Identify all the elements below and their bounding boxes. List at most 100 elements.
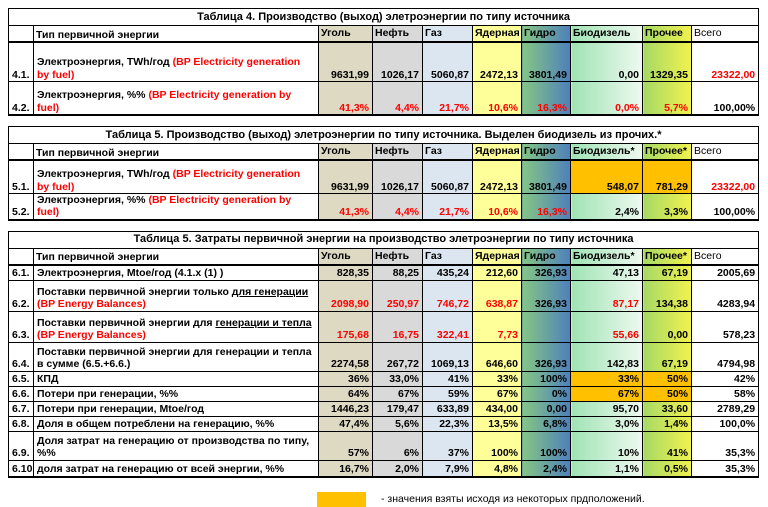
cell-4.1-total: 23322,00: [690, 41, 760, 82]
cell-6.9-total: 35,3%: [690, 430, 760, 461]
column-header-coal: Уголь: [318, 143, 373, 161]
row-label: Поставки первичной энергии для генерации…: [33, 310, 319, 343]
assumptions-legend: - значения взяты исходя из некоторых прд…: [317, 491, 758, 507]
row-label-segment: КПД: [37, 373, 59, 386]
cell-6.1-hydro: 326,93: [521, 264, 571, 281]
cell-4.2-hydro: 16,3%: [521, 81, 571, 116]
column-header-gas: Газ: [422, 143, 473, 161]
row-label-segment: Доля в общем потреблени на генерацию, %%: [37, 418, 275, 431]
row-label-segment: Электроэнергия, %%: [37, 89, 149, 102]
row-label-segment: генерации и тепла: [215, 317, 312, 329]
cell-4.1-nuclear: 2472,13: [472, 41, 522, 82]
table-5-primary-energy-costs: Таблица 5. Затраты первичной энергии на …: [7, 230, 760, 478]
cell-5.1-oil: 1026,17: [372, 159, 423, 194]
cell-5.1-coal: 9631,99: [318, 159, 373, 194]
cell-6.3-total: 578,23: [690, 310, 760, 343]
cell-5.2-other: 3,3%: [642, 192, 692, 221]
row-label-segment: доля затрат на генерацию от всей энергии…: [37, 463, 285, 476]
row-label: доля затрат на генерацию от всей энергии…: [33, 459, 319, 478]
column-header-oil: Нефть: [372, 143, 423, 161]
cell-6.6-nuclear: 67%: [472, 385, 522, 402]
type-header: Тип первичной энергии: [33, 143, 319, 161]
column-header-total: Всего: [690, 25, 760, 43]
cell-6.3-oil: 16,75: [372, 310, 423, 343]
cell-6.2-total: 4283,94: [690, 279, 760, 312]
column-header-hydro: Гидро: [521, 247, 571, 266]
cell-5.2-nuclear: 10,6%: [472, 192, 522, 221]
column-header-biodiesel: Биодизель: [570, 25, 643, 43]
row-label-segment: Доля затрат на генерацию от производства…: [37, 435, 310, 460]
cell-6.5-other: 50%: [642, 370, 692, 387]
cell-5.1-total: 23322,00: [690, 159, 760, 194]
row-label-segment: (BP Electricity generation by fuel): [37, 56, 301, 81]
row-label: КПД: [33, 370, 319, 387]
cell-6.4-total: 4794,98: [690, 341, 760, 372]
cell-6.1-nuclear: 212,60: [472, 264, 522, 281]
cell-6.2-nuclear: 638,87: [472, 279, 522, 312]
cell-6.3-coal: 175,68: [318, 310, 373, 343]
column-header-coal: Уголь: [318, 247, 373, 266]
row-label-segment: (BP Energy Balances): [37, 329, 146, 342]
cell-4.2-oil: 4,4%: [372, 81, 423, 116]
row-label-segment: Потери при генерации, %%: [37, 388, 179, 401]
cell-6.2-other: 134,38: [642, 279, 692, 312]
cell-6.5-oil: 33,0%: [372, 370, 423, 387]
cell-6.10-nuclear: 4,8%: [472, 459, 522, 478]
cell-5.1-hydro: 3801,49: [521, 159, 571, 194]
column-header-total: Всего: [690, 247, 760, 266]
row-number: 5.1.: [8, 159, 34, 194]
row-number: 6.6.: [8, 385, 34, 402]
table-5-generation-biodiesel-split: Таблица 5. Производство (выход) элетроэн…: [7, 126, 760, 221]
column-header-other: Прочее*: [642, 143, 692, 161]
cell-6.5-hydro: 100%: [521, 370, 571, 387]
cell-6.9-gas: 37%: [422, 430, 473, 461]
cell-6.7-gas: 633,89: [422, 400, 473, 417]
row-number: 6.8.: [8, 415, 34, 432]
row-label-segment: Электроэнергия, TWh/год: [37, 56, 173, 69]
column-header-oil: Нефть: [372, 247, 423, 266]
row-number: 6.10.: [8, 459, 34, 478]
row-label: Электроэнергия, TWh/год (BP Electricity …: [33, 41, 319, 82]
cell-6.10-other: 0,5%: [642, 459, 692, 478]
row-label: Поставки первичной энергии для генерации…: [33, 341, 319, 372]
cell-4.2-other: 5,7%: [642, 81, 692, 116]
cell-6.7-nuclear: 434,00: [472, 400, 522, 417]
row-label-segment: (BP Electricity generation by fuel): [37, 89, 292, 114]
row-label-segment: Поставки первичной энергии для: [37, 317, 216, 329]
cell-6.3-nuclear: 7,73: [472, 310, 522, 343]
cell-4.1-hydro: 3801,49: [521, 41, 571, 82]
cell-6.2-hydro: 326,93: [521, 279, 571, 312]
row-label-segment: для генерации: [231, 286, 309, 298]
cell-6.4-oil: 267,72: [372, 341, 423, 372]
table-4-electricity-generation: Таблица 4. Производство (выход) элетроэн…: [7, 8, 760, 116]
cell-6.6-total: 58%: [690, 385, 760, 402]
row-label: Электроэнергия, Mtoe/год (4.1.x (1) ): [33, 264, 319, 281]
row-label-segment: (BP Electricity generation by fuel): [37, 168, 301, 193]
table-title: Таблица 4. Производство (выход) элетроэн…: [7, 8, 760, 26]
row-number: 4.2.: [8, 81, 34, 116]
cell-6.7-other: 33,60: [642, 400, 692, 417]
cell-6.3-other: 0,00: [642, 310, 692, 343]
column-header-biodiesel: Биодизель*: [570, 143, 643, 161]
cell-6.10-oil: 2,0%: [372, 459, 423, 478]
row-label-segment: Поставки первичной энергии только: [37, 286, 232, 298]
cell-6.5-coal: 36%: [318, 370, 373, 387]
table-title: Таблица 5. Затраты первичной энергии на …: [7, 230, 760, 249]
cell-6.9-nuclear: 100%: [472, 430, 522, 461]
column-header-nuclear: Ядерная: [472, 247, 522, 266]
cell-6.1-total: 2005,69: [690, 264, 760, 281]
row-number: 6.7.: [8, 400, 34, 417]
row-label: Потери при генерации, %%: [33, 385, 319, 402]
row-label: Доля затрат на генерацию от производства…: [33, 430, 319, 461]
row-label-segment: Поставки первичной энергии для генерации…: [37, 346, 312, 371]
table-title: Таблица 5. Производство (выход) элетроэн…: [7, 126, 760, 144]
cell-6.10-total: 35,3%: [690, 459, 760, 478]
cell-4.2-nuclear: 10,6%: [472, 81, 522, 116]
cell-6.8-coal: 47,4%: [318, 415, 373, 432]
row-label: Доля в общем потреблени на генерацию, %%: [33, 415, 319, 432]
cell-6.8-nuclear: 13,5%: [472, 415, 522, 432]
cell-6.2-coal: 2098,90: [318, 279, 373, 312]
cell-6.1-oil: 88,25: [372, 264, 423, 281]
column-header-coal: Уголь: [318, 25, 373, 43]
